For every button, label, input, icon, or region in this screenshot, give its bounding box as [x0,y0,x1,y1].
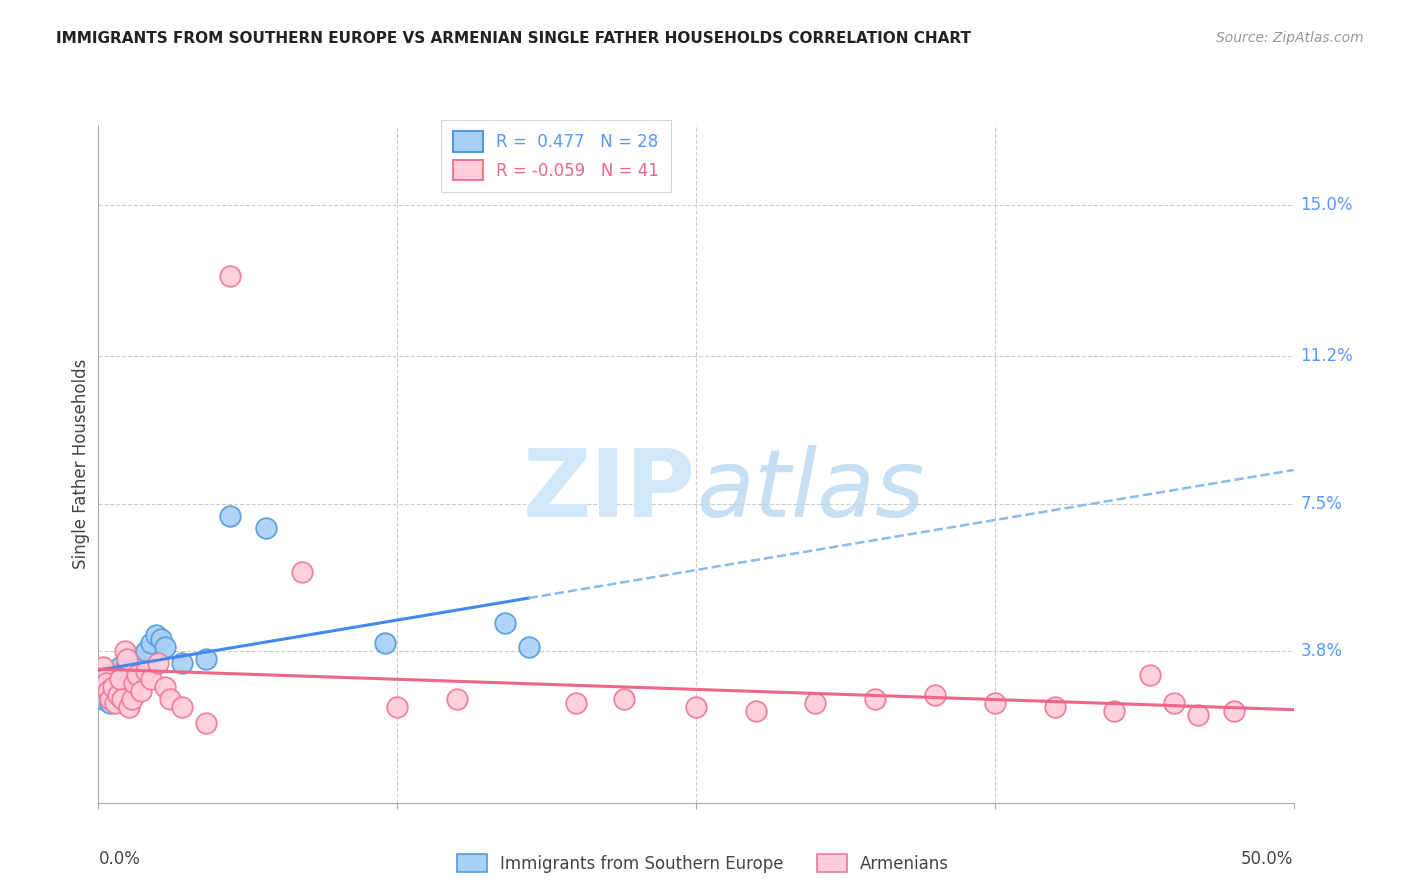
Text: atlas: atlas [696,445,924,536]
Point [290,565,312,579]
Point [745,704,768,718]
Point [121,680,143,694]
Point [446,692,468,706]
Point [91,660,114,674]
Point [97,668,120,682]
Point [104,696,127,710]
Point [101,680,124,694]
Point [385,700,409,714]
Point [172,700,194,714]
Text: 7.5%: 7.5% [1301,495,1343,513]
Point [1139,668,1161,682]
Point [121,692,143,706]
Point [155,640,177,655]
Point [148,657,170,671]
Text: IMMIGRANTS FROM SOUTHERN EUROPE VS ARMENIAN SINGLE FATHER HOUSEHOLDS CORRELATION: IMMIGRANTS FROM SOUTHERN EUROPE VS ARMEN… [56,31,972,46]
Point [149,632,172,647]
Point [1043,700,1066,714]
Point [1163,696,1185,710]
Point [219,269,242,284]
Point [114,664,136,678]
Y-axis label: Single Father Households: Single Father Households [72,359,90,569]
Point [1187,708,1209,723]
Point [863,692,886,706]
Point [172,657,194,671]
Point [104,672,127,686]
Text: 0.0%: 0.0% [98,850,141,868]
Point [924,688,946,702]
Point [613,692,636,706]
Point [139,672,162,686]
Text: 50.0%: 50.0% [1241,850,1294,868]
Point [125,668,148,682]
Point [517,640,540,655]
Point [111,692,134,706]
Point [145,628,167,642]
Point [124,676,146,690]
Point [1102,704,1125,718]
Point [254,521,277,535]
Point [91,692,114,706]
Point [108,660,131,674]
Point [494,616,516,631]
Point [125,668,148,682]
Point [107,688,129,702]
Text: 15.0%: 15.0% [1301,195,1353,214]
Point [98,692,122,706]
Legend: R =  0.477   N = 28, R = -0.059   N = 41: R = 0.477 N = 28, R = -0.059 N = 41 [441,120,671,192]
Point [111,688,134,702]
Point [159,692,181,706]
Point [107,684,129,698]
Point [219,508,242,523]
Point [115,652,138,666]
Point [124,652,146,666]
Text: Source: ZipAtlas.com: Source: ZipAtlas.com [1216,31,1364,45]
Text: 3.8%: 3.8% [1301,642,1343,660]
Point [1222,704,1246,718]
Point [94,680,117,694]
Text: ZIP: ZIP [523,445,696,537]
Point [108,672,131,686]
Point [139,636,162,650]
Point [94,676,117,690]
Point [374,636,396,650]
Point [118,700,141,714]
Point [194,716,217,731]
Point [155,680,177,694]
Text: 11.2%: 11.2% [1301,347,1354,365]
Point [101,676,124,690]
Point [97,684,120,698]
Legend: Immigrants from Southern Europe, Armenians: Immigrants from Southern Europe, Armenia… [450,847,956,880]
Point [135,664,157,678]
Point [131,684,153,698]
Point [565,696,588,710]
Point [685,700,707,714]
Point [115,657,138,671]
Point [983,696,1005,710]
Point [135,644,157,658]
Point [98,696,122,710]
Point [114,644,136,658]
Point [804,696,827,710]
Point [131,660,153,674]
Point [118,676,141,690]
Point [194,652,217,666]
